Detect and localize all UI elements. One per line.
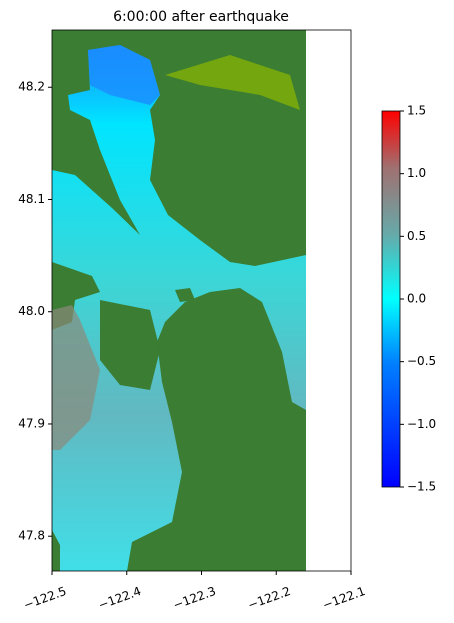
- colorbar-tick-label: 1.0: [407, 166, 426, 180]
- chart-title: 6:00:00 after earthquake: [113, 9, 289, 25]
- y-tick-label: 47.9: [18, 416, 45, 430]
- y-tick-label: 48.0: [18, 304, 45, 318]
- colorbar-tick-label: 1.5: [407, 104, 426, 118]
- x-tick-label: −122.5: [22, 584, 69, 612]
- x-tick-label: −122.1: [321, 584, 368, 612]
- colorbar-tick-label: −1.5: [407, 480, 436, 494]
- x-tick-label: −122.2: [246, 584, 293, 612]
- colorbar-tick-label: 0.0: [407, 292, 426, 306]
- x-tick-label: −122.4: [96, 584, 143, 612]
- y-tick-label: 48.1: [18, 192, 45, 206]
- map-area: [52, 30, 351, 571]
- y-tick-label: 48.2: [18, 80, 45, 94]
- colorbar-tick-label: 0.5: [407, 229, 426, 243]
- x-tick-label: −122.3: [171, 584, 218, 612]
- colorbar-tick-label: −1.0: [407, 417, 436, 431]
- y-tick-label: 47.8: [18, 529, 45, 543]
- colorbar: [381, 110, 401, 488]
- colorbar-tick-label: −0.5: [407, 354, 436, 368]
